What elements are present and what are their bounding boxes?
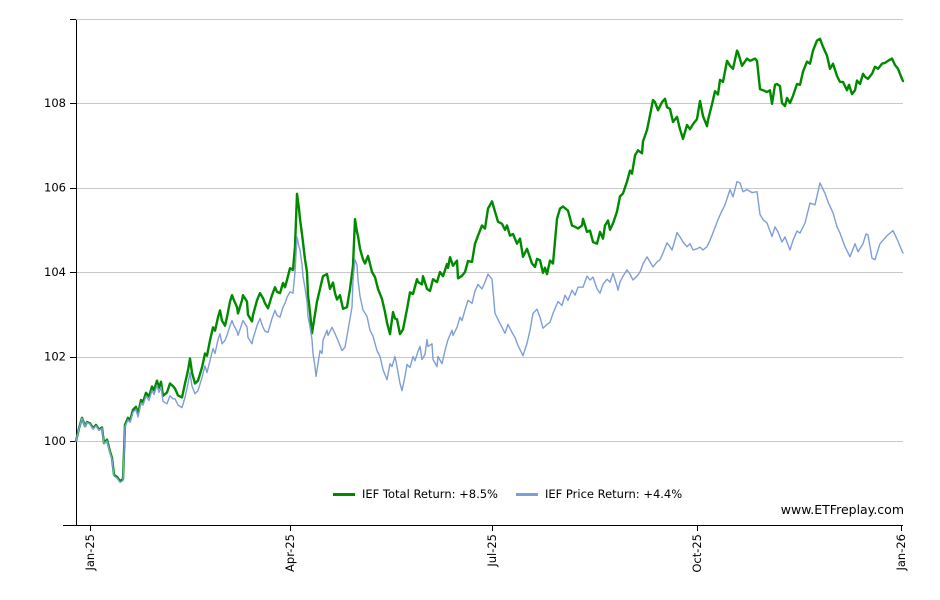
watermark-url: www.ETFreplay.com <box>780 502 904 517</box>
y-tick-label: 100 <box>44 434 66 448</box>
chart-legend: IEF Total Return: +8.5% IEF Price Return… <box>333 487 700 501</box>
x-tick-label: Jul-25 <box>485 534 499 568</box>
x-tick-label: Jan-25 <box>83 534 97 572</box>
total-return-line <box>74 37 905 483</box>
x-tick-label: Oct-25 <box>690 534 704 573</box>
total-return-legend-label: IEF Total Return: +8.5% <box>362 487 498 501</box>
y-tick-label: 108 <box>44 96 66 110</box>
price-return-legend-label: IEF Price Return: +4.4% <box>544 487 683 501</box>
y-tick-label: 104 <box>44 265 66 279</box>
legend-item-price-return: IEF Price Return: +4.4% <box>515 487 683 501</box>
price-return-line-swatch <box>515 492 538 496</box>
price-return-line <box>75 180 904 484</box>
y-tick-label: 106 <box>44 181 66 195</box>
legend-item-total-return: IEF Total Return: +8.5% <box>333 487 498 501</box>
x-tick-label: Apr-25 <box>283 534 297 572</box>
total-return-line-swatch <box>333 492 355 496</box>
y-tick-label: 102 <box>44 350 66 364</box>
x-tick-label: Jan-26 <box>894 534 908 572</box>
